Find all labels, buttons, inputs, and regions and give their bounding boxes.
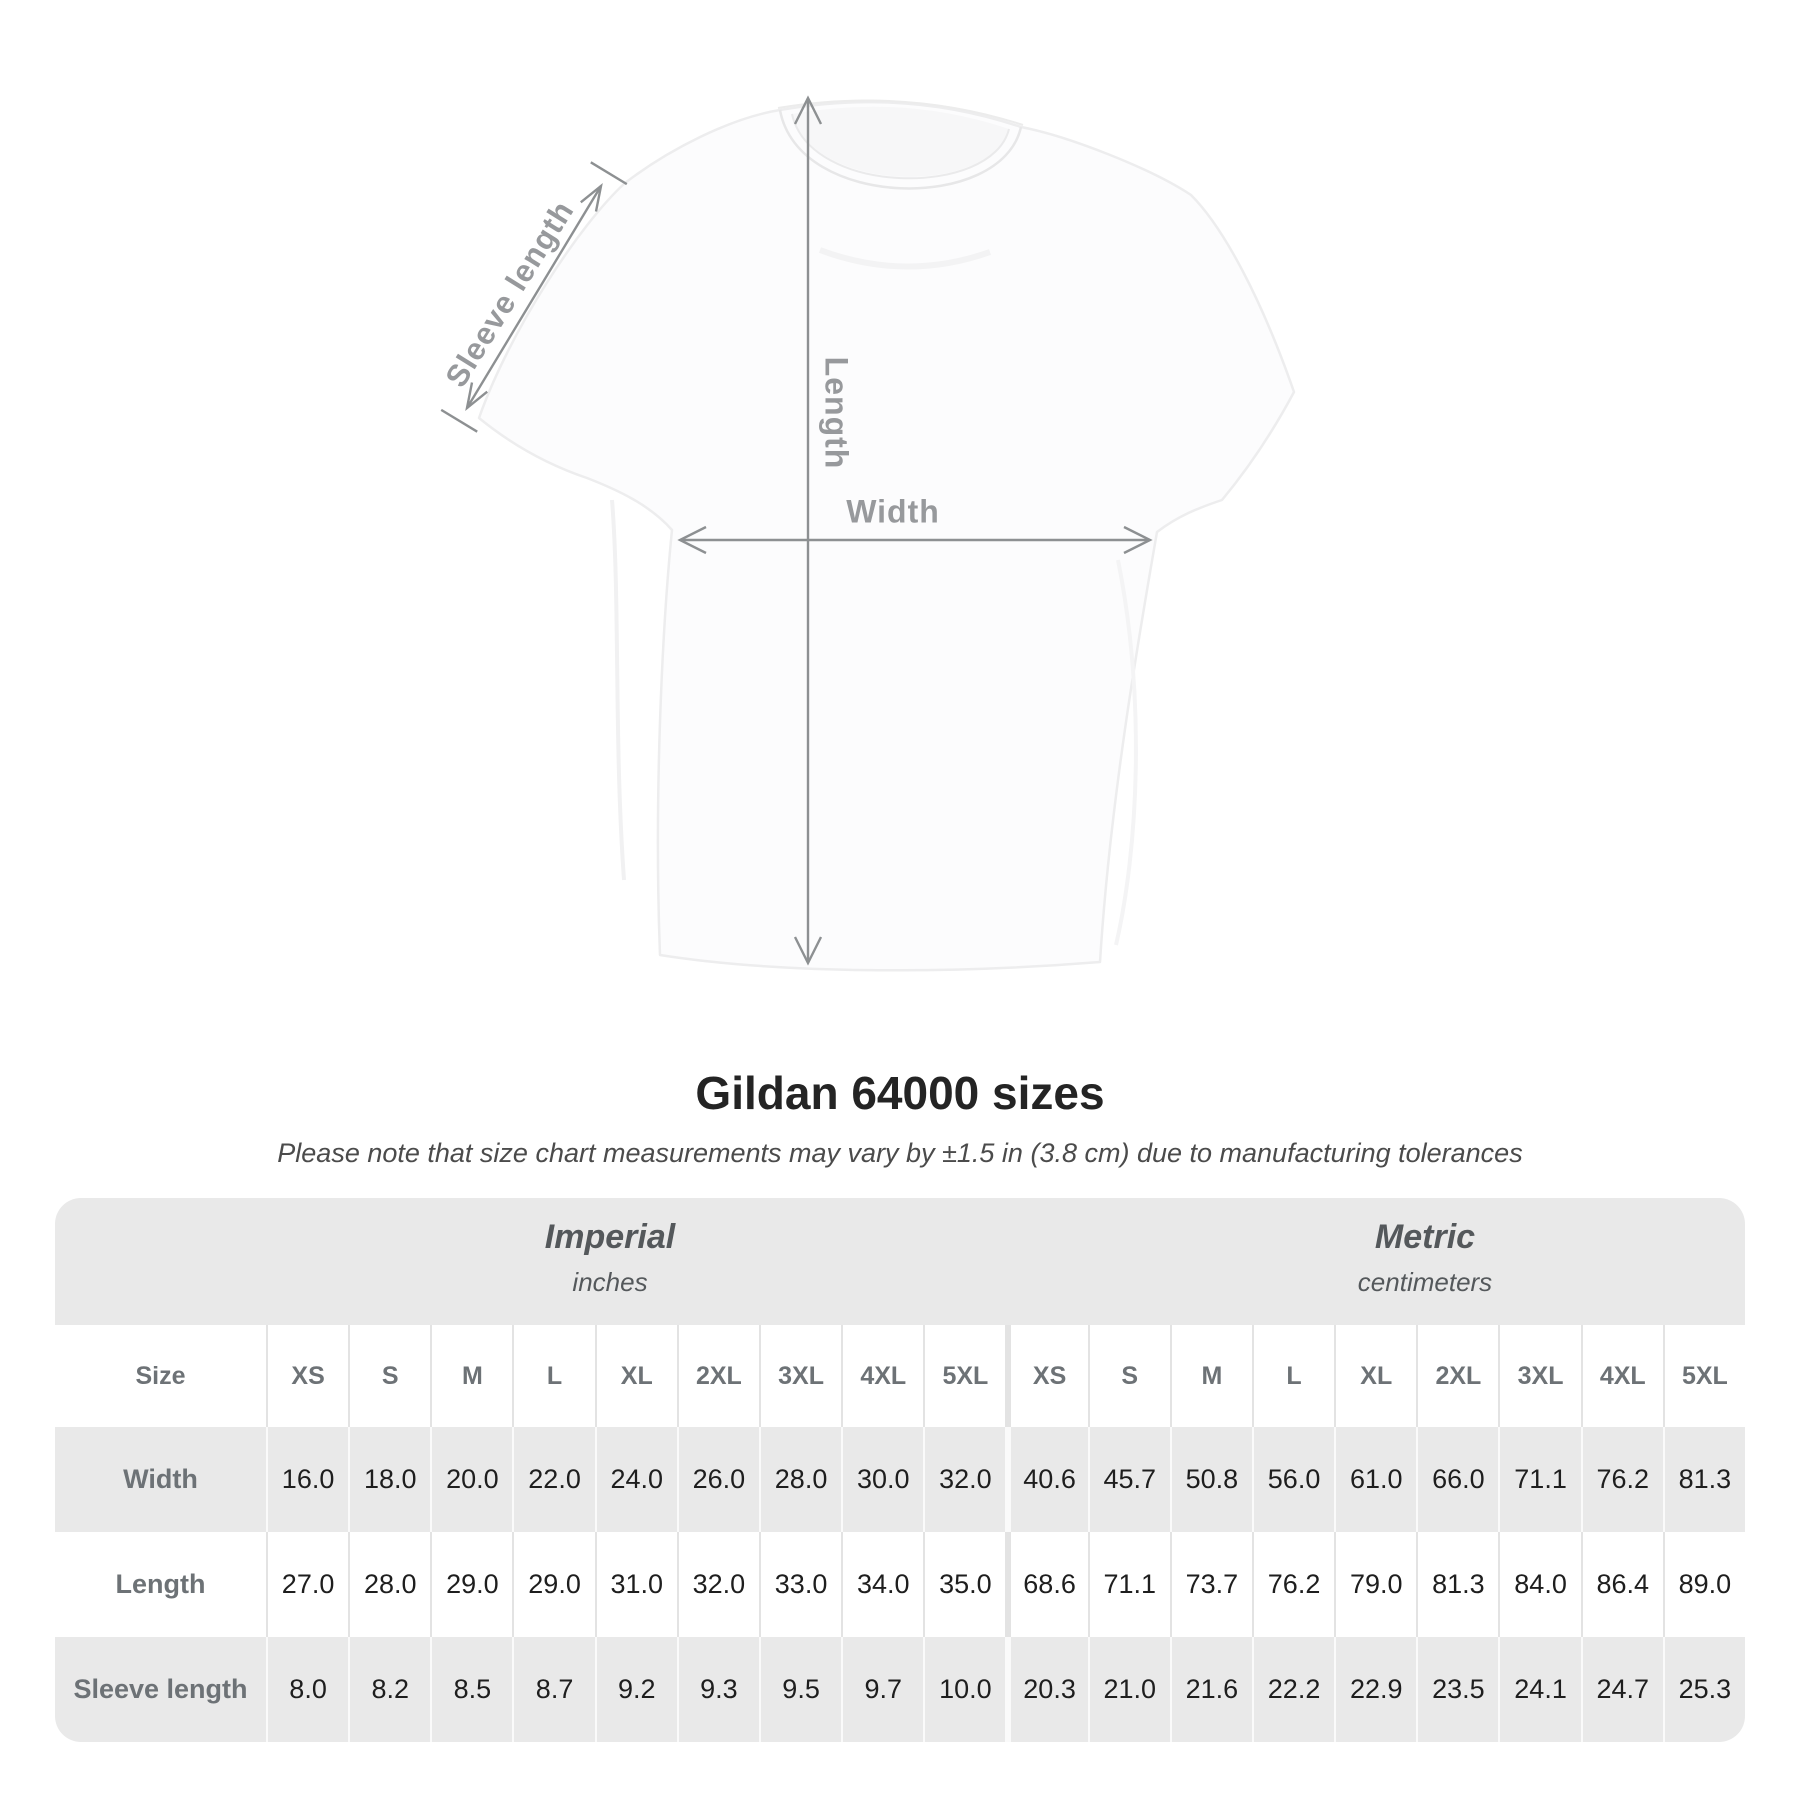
measure-cell: 84.0 (1498, 1532, 1580, 1637)
size-col-header: 2XL (676, 1325, 759, 1427)
table-row-width: Width 16.0 18.0 20.0 22.0 24.0 26.0 28.0… (55, 1427, 1745, 1532)
measure-cell: 35.0 (923, 1532, 1005, 1637)
size-col-header: 2XL (1416, 1325, 1498, 1427)
measure-cell: 8.7 (512, 1637, 594, 1742)
measure-cell: 32.0 (923, 1427, 1005, 1532)
measure-cell: 16.0 (266, 1427, 348, 1532)
size-header-row: Size XS S M L XL 2XL 3XL 4XL 5XL XS S M … (55, 1325, 1745, 1427)
measure-cell: 22.2 (1251, 1637, 1334, 1742)
length-label: Length (818, 356, 855, 470)
measure-cell: 29.0 (512, 1532, 594, 1637)
measure-cell: 10.0 (923, 1637, 1005, 1742)
imperial-unit: inches (572, 1267, 648, 1297)
measure-cell: 20.3 (1005, 1637, 1087, 1742)
measure-cell: 71.1 (1498, 1427, 1580, 1532)
width-label: Width (846, 493, 940, 530)
size-col-header: L (1251, 1325, 1334, 1427)
measure-cell: 79.0 (1334, 1532, 1416, 1637)
unit-group-band: Imperial inches Metric centimeters (55, 1198, 1745, 1325)
measure-cell: 8.0 (266, 1637, 348, 1742)
measure-cell: 89.0 (1662, 1532, 1745, 1637)
measure-cell: 56.0 (1251, 1427, 1334, 1532)
size-col-header: M (430, 1325, 512, 1427)
tshirt-diagram: Sleeve length Length Width (438, 95, 1296, 972)
measure-cell: 81.3 (1416, 1532, 1498, 1637)
measure-cell: 9.2 (594, 1637, 677, 1742)
measure-cell: 21.0 (1087, 1637, 1170, 1742)
measure-cell: 50.8 (1169, 1427, 1252, 1532)
measure-cell: 32.0 (676, 1532, 759, 1637)
measure-cell: 45.7 (1087, 1427, 1170, 1532)
size-col-header: L (512, 1325, 594, 1427)
size-col-header: XL (594, 1325, 677, 1427)
metric-group-header: Metric centimeters (1358, 1218, 1492, 1298)
measure-cell: 68.6 (1005, 1532, 1087, 1637)
size-col-header: XL (1334, 1325, 1416, 1427)
measure-cell: 86.4 (1580, 1532, 1663, 1637)
measure-cell: 76.2 (1580, 1427, 1663, 1532)
metric-unit: centimeters (1357, 1267, 1493, 1297)
row-label: Sleeve length (73, 1674, 248, 1704)
measure-cell: 30.0 (841, 1427, 923, 1532)
measure-cell: 33.0 (758, 1532, 841, 1637)
measure-cell: 28.0 (348, 1532, 430, 1637)
imperial-group-header: Imperial inches (545, 1218, 675, 1298)
measure-cell: 27.0 (266, 1532, 348, 1637)
measure-cell: 21.6 (1169, 1637, 1252, 1742)
size-col-header: XS (266, 1325, 348, 1427)
measure-cell: 28.0 (758, 1427, 841, 1532)
measure-cell: 22.0 (512, 1427, 594, 1532)
size-col-header: S (1087, 1325, 1170, 1427)
measure-cell: 8.5 (430, 1637, 512, 1742)
measure-cell: 71.1 (1087, 1532, 1170, 1637)
metric-label: Metric (1374, 1218, 1476, 1256)
measure-cell: 9.5 (758, 1637, 841, 1742)
row-label: Width (123, 1464, 198, 1494)
measure-cell: 26.0 (676, 1427, 759, 1532)
measure-cell: 76.2 (1251, 1532, 1334, 1637)
measure-cell: 34.0 (841, 1532, 923, 1637)
measure-cell: 24.0 (594, 1427, 677, 1532)
tolerance-note: Please note that size chart measurements… (277, 1138, 1523, 1168)
measure-cell: 25.3 (1662, 1637, 1745, 1742)
table-row-sleeve-length: Sleeve length 8.0 8.2 8.5 8.7 9.2 9.3 9.… (55, 1637, 1745, 1742)
page-title: Gildan 64000 sizes (695, 1067, 1105, 1119)
measure-cell: 9.7 (841, 1637, 923, 1742)
size-col-header: 3XL (758, 1325, 841, 1427)
size-table: Imperial inches Metric centimeters Size … (55, 1198, 1745, 1742)
measure-cell: 40.6 (1005, 1427, 1087, 1532)
measure-cell: 20.0 (430, 1427, 512, 1532)
measure-cell: 24.1 (1498, 1637, 1580, 1742)
measure-cell: 66.0 (1416, 1427, 1498, 1532)
size-col-header: XS (1005, 1325, 1087, 1427)
measure-cell: 8.2 (348, 1637, 430, 1742)
size-col-header: M (1169, 1325, 1252, 1427)
measure-cell: 22.9 (1334, 1637, 1416, 1742)
measure-cell: 24.7 (1580, 1637, 1663, 1742)
size-col-header: 4XL (841, 1325, 923, 1427)
size-col-header: 5XL (923, 1325, 1005, 1427)
measure-cell: 31.0 (594, 1532, 677, 1637)
measure-cell: 61.0 (1334, 1427, 1416, 1532)
measure-cell: 73.7 (1169, 1532, 1252, 1637)
measure-cell: 18.0 (348, 1427, 430, 1532)
size-col-header: 4XL (1580, 1325, 1663, 1427)
dimension-arrows (440, 95, 1153, 966)
size-col-header: 3XL (1498, 1325, 1580, 1427)
size-col-header: 5XL (1662, 1325, 1745, 1427)
size-col-header: S (348, 1325, 430, 1427)
measure-cell: 29.0 (430, 1532, 512, 1637)
tshirt-illustration (440, 95, 1296, 972)
measure-cell: 81.3 (1662, 1427, 1745, 1532)
table-row-length: Length 27.0 28.0 29.0 29.0 31.0 32.0 33.… (55, 1532, 1745, 1637)
measure-cell: 9.3 (676, 1637, 759, 1742)
imperial-label: Imperial (544, 1218, 676, 1256)
measure-cell: 23.5 (1416, 1637, 1498, 1742)
size-column-header: Size (135, 1361, 186, 1390)
row-label: Length (115, 1569, 206, 1599)
